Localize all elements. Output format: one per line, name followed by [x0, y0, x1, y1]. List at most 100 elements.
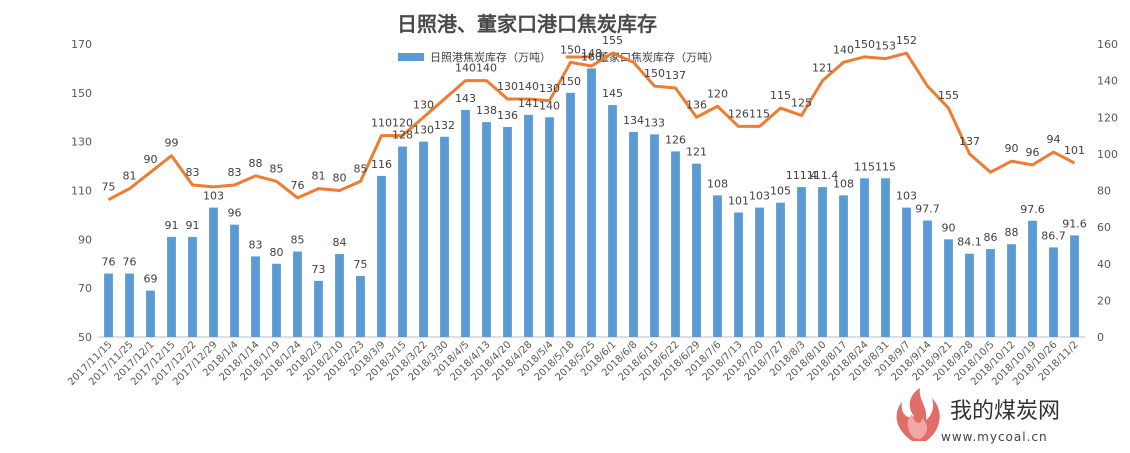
line-data-label: 115 [749, 107, 770, 120]
watermark-url: www.mycoal.cn [941, 430, 1048, 444]
y-right-tick-label: 0 [1097, 331, 1104, 344]
bar-data-label: 133 [644, 116, 665, 129]
y-left-tick-label: 110 [71, 185, 92, 198]
line-data-label: 130 [539, 82, 560, 95]
bar-data-label: 84 [333, 236, 347, 249]
bar-data-label: 83 [249, 238, 263, 251]
bar [902, 207, 911, 337]
line-data-label: 140 [518, 80, 539, 93]
line-data-label: 140 [455, 62, 476, 75]
bar [482, 122, 491, 337]
bar-data-label: 91.6 [1062, 217, 1087, 230]
bar-data-label: 103 [896, 190, 917, 203]
line-data-label: 90 [144, 153, 158, 166]
bar [671, 151, 680, 337]
bar-data-label: 136 [497, 109, 518, 122]
line-data-label: 140 [476, 62, 497, 75]
bar-data-label: 126 [665, 133, 686, 146]
bar-data-label: 105 [770, 185, 791, 198]
bar-data-label: 90 [942, 221, 956, 234]
line-data-label: 150 [560, 43, 581, 56]
line-data-label: 150 [854, 38, 875, 51]
flame-logo-icon [896, 388, 940, 441]
bar [377, 175, 386, 337]
legend-label-line: 董家口焦炭库存（万吨） [598, 50, 719, 64]
bar-data-label: 108 [833, 177, 854, 190]
bar [335, 253, 344, 337]
legend-swatch-bars [398, 53, 424, 61]
line-data-label: 155 [602, 34, 623, 47]
bar [1007, 244, 1016, 337]
line-data-label: 152 [896, 34, 917, 47]
legend-label-bars: 日照港焦炭库存（万吨） [430, 50, 551, 64]
bar [650, 134, 659, 337]
bar [713, 195, 722, 337]
bar-data-label: 116 [371, 158, 392, 171]
bar-data-label: 134 [623, 114, 644, 127]
line-data-label: 76 [291, 179, 305, 192]
line-data-label: 130 [497, 80, 518, 93]
bar [188, 236, 197, 337]
bar-data-label: 103 [749, 190, 770, 203]
bar [692, 163, 701, 337]
line-data-label: 121 [812, 62, 833, 75]
y-right-tick-label: 80 [1097, 185, 1111, 198]
legend: 日照港焦炭库存（万吨） 董家口焦炭库存（万吨） [398, 50, 719, 64]
bar [818, 187, 827, 337]
bar-data-label: 85 [291, 234, 305, 247]
bar [797, 187, 806, 337]
bar [146, 290, 155, 337]
watermark: 我的煤炭网 www.mycoal.cn [896, 388, 1060, 444]
bar [314, 280, 323, 337]
line-data-label: 83 [228, 166, 242, 179]
line-data-label: 136 [686, 98, 707, 111]
bar [293, 251, 302, 337]
bar-data-label: 103 [203, 190, 224, 203]
bar-data-label: 138 [476, 104, 497, 117]
bar [461, 109, 470, 337]
line-data-label: 81 [312, 170, 326, 183]
bar-data-label: 76 [102, 256, 116, 269]
bar [1070, 235, 1079, 337]
line-data-label: 125 [791, 96, 812, 109]
bar-data-label: 115 [875, 160, 896, 173]
bar-data-label: 69 [144, 273, 158, 286]
line-data-label: 88 [249, 157, 263, 170]
bar [734, 212, 743, 337]
bar-data-label: 141 [518, 97, 539, 110]
bar-data-label: 111.4 [786, 169, 818, 182]
bar [209, 207, 218, 337]
bar-data-label: 121 [686, 146, 707, 159]
line-data-label: 153 [875, 40, 896, 53]
bar-data-label: 75 [354, 258, 368, 271]
line-path [107, 51, 1076, 201]
bar-data-label: 101 [728, 194, 749, 207]
bar [860, 178, 869, 337]
line-data-label: 85 [270, 162, 284, 175]
bar [272, 263, 281, 337]
bar [608, 105, 617, 338]
line-data-label: 120 [707, 87, 728, 100]
bar-data-label: 128 [392, 129, 413, 142]
y-left-tick-label: 90 [78, 233, 92, 246]
y-left-tick-label: 70 [78, 282, 92, 295]
bar-data-label: 132 [434, 119, 455, 132]
bar [566, 92, 575, 337]
watermark-text: 我的煤炭网 [950, 399, 1060, 424]
line-data-label: 148 [581, 47, 602, 60]
y-right-tick-label: 20 [1097, 294, 1111, 307]
bar [104, 273, 113, 337]
line-data-label: 110 [371, 117, 392, 130]
line-data-label: 115 [770, 89, 791, 102]
line-data-label: 99 [165, 137, 179, 150]
bar-data-label: 145 [602, 87, 623, 100]
y-right-tick-label: 140 [1097, 75, 1118, 88]
bar-data-label: 80 [270, 246, 284, 259]
line-data-label: 85 [354, 162, 368, 175]
bar-data-label: 88 [1005, 226, 1019, 239]
bar [1049, 247, 1058, 337]
bar [125, 273, 134, 337]
bar-data-label: 150 [560, 75, 581, 88]
